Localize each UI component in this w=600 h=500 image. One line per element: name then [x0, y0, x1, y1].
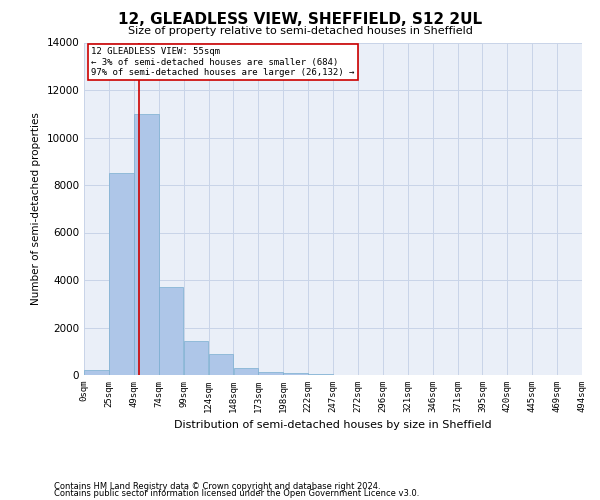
Text: Contains public sector information licensed under the Open Government Licence v3: Contains public sector information licen… — [54, 489, 419, 498]
Text: 12, GLEADLESS VIEW, SHEFFIELD, S12 2UL: 12, GLEADLESS VIEW, SHEFFIELD, S12 2UL — [118, 12, 482, 28]
Bar — [134, 114, 158, 375]
Text: 12 GLEADLESS VIEW: 55sqm
← 3% of semi-detached houses are smaller (684)
97% of s: 12 GLEADLESS VIEW: 55sqm ← 3% of semi-de… — [91, 48, 355, 78]
Bar — [233, 368, 258, 375]
Y-axis label: Number of semi-detached properties: Number of semi-detached properties — [31, 112, 41, 305]
Bar — [308, 374, 333, 375]
Bar — [283, 374, 308, 375]
Bar — [84, 370, 109, 375]
X-axis label: Distribution of semi-detached houses by size in Sheffield: Distribution of semi-detached houses by … — [174, 420, 492, 430]
Text: Contains HM Land Registry data © Crown copyright and database right 2024.: Contains HM Land Registry data © Crown c… — [54, 482, 380, 491]
Bar — [109, 173, 134, 375]
Bar — [209, 354, 233, 375]
Bar — [259, 372, 283, 375]
Bar — [184, 340, 208, 375]
Bar — [159, 287, 184, 375]
Text: Size of property relative to semi-detached houses in Sheffield: Size of property relative to semi-detach… — [128, 26, 472, 36]
